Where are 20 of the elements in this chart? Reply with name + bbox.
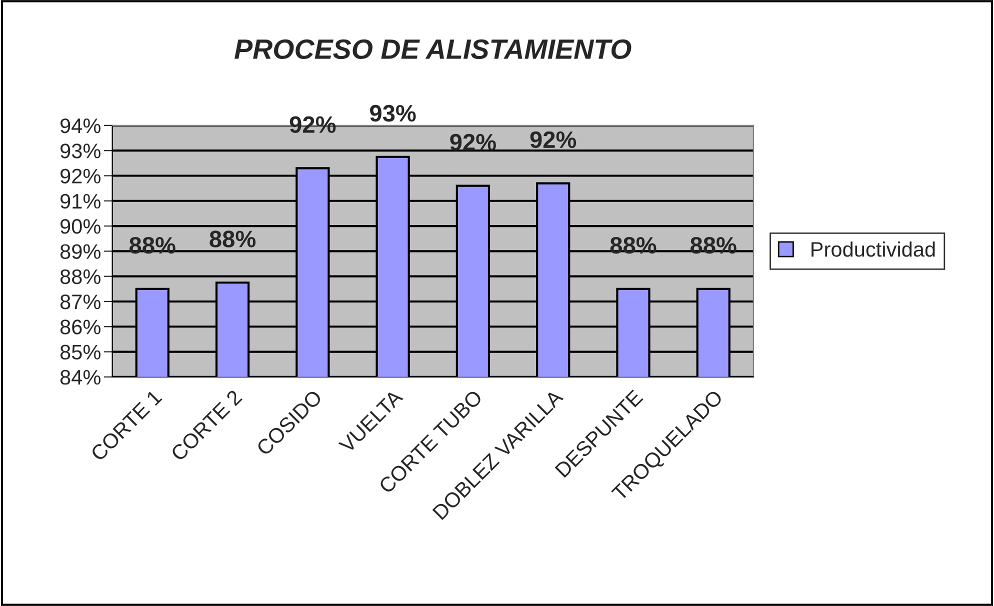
y-tick-label: 93% <box>60 144 100 158</box>
y-tick-label: 94% <box>60 118 100 134</box>
data-label: 92% <box>450 134 496 151</box>
y-tick-label: 86% <box>60 320 100 334</box>
y-tick-label: 84% <box>60 370 100 385</box>
y-tick-label: 89% <box>60 244 100 259</box>
data-label: 88% <box>210 230 256 248</box>
data-label: 88% <box>610 236 656 254</box>
y-tick-label: 90% <box>60 219 100 234</box>
y-tick-label: 87% <box>60 294 100 310</box>
y-tick-label: 85% <box>60 344 100 360</box>
y-tick-label: 91% <box>60 194 100 209</box>
data-label: 93% <box>370 104 416 122</box>
legend-label: Productividad <box>812 241 935 257</box>
chart-title: PROCESO DE ALISTAMIENTO <box>234 39 632 60</box>
data-label: 88% <box>130 236 176 254</box>
y-tick-label: 88% <box>60 269 100 284</box>
data-label: 92% <box>530 131 576 148</box>
data-label: 88% <box>690 236 736 254</box>
y-tick-label: 92% <box>60 168 100 184</box>
